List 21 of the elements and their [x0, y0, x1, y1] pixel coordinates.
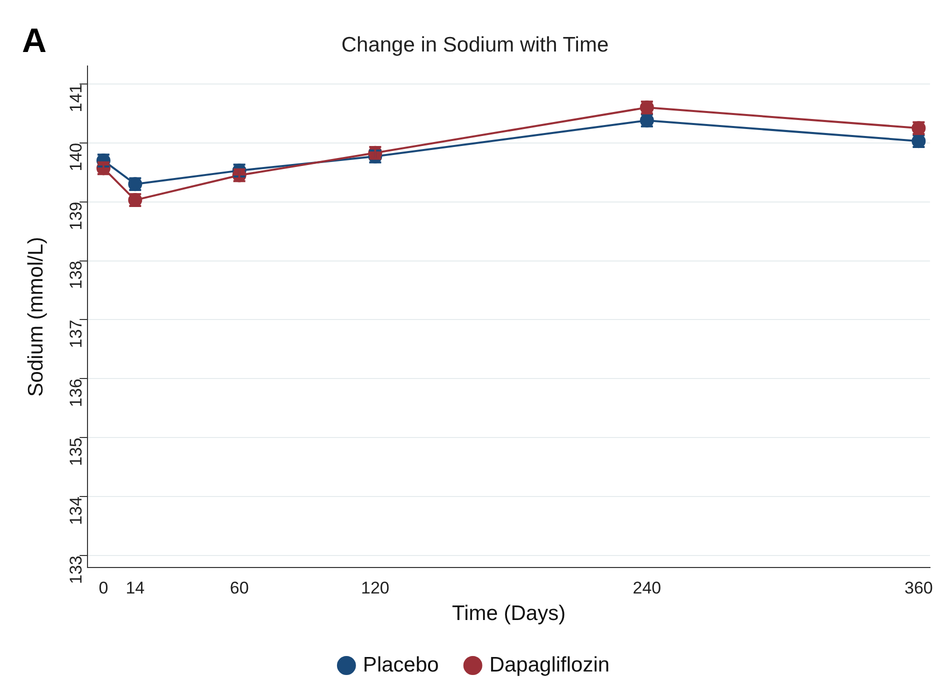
legend-label: Dapagliflozin: [489, 653, 610, 676]
x-tick-label: 240: [632, 578, 662, 598]
x-tick-label: 14: [126, 578, 145, 598]
y-tick-label: 139: [66, 202, 86, 230]
x-tick-label: 360: [904, 578, 933, 598]
text: A: [22, 22, 47, 61]
legend-label: Placebo: [362, 653, 439, 676]
y-tick-label: 134: [66, 496, 86, 526]
y-tick-label: 137: [66, 320, 86, 348]
y-axis-title: Sodium (mmol/L): [24, 236, 48, 397]
y-tick-label: 135: [66, 438, 86, 466]
x-tick-label: 0: [98, 578, 108, 598]
y-tick-label: 141: [66, 84, 86, 112]
y-tick-label: 133: [66, 556, 86, 584]
y-tick-label: 136: [66, 378, 86, 408]
y-tick-label: 140: [66, 142, 86, 172]
x-tick-label: 120: [361, 578, 390, 598]
chart-title: Change in Sodium with Time: [341, 33, 609, 56]
x-tick-label: 60: [230, 578, 249, 598]
x-axis-title: Time (Days): [452, 602, 566, 626]
y-tick-label: 138: [66, 260, 86, 290]
